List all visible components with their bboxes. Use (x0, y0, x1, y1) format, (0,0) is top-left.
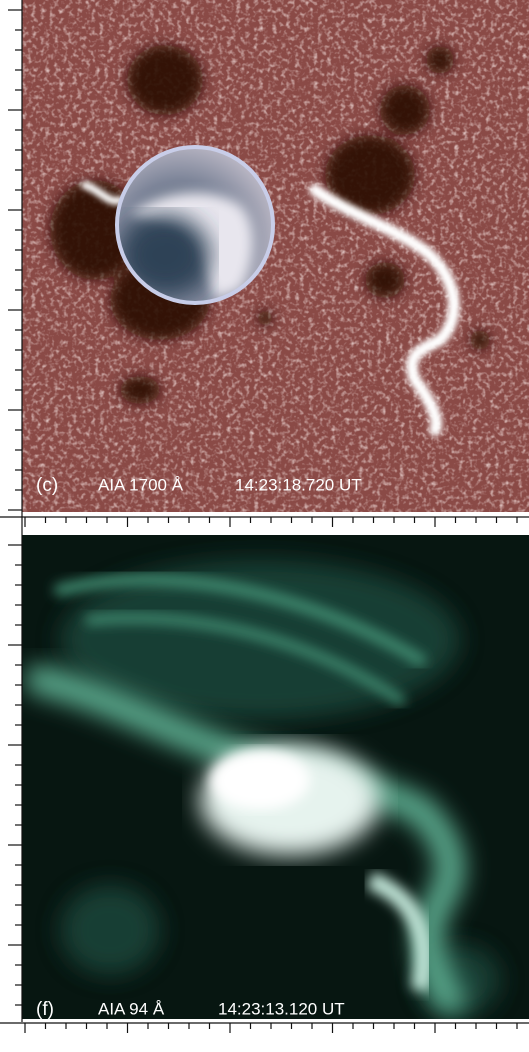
instrument-label: AIA 94 Å (98, 999, 165, 1018)
magnifier (117, 147, 273, 303)
panel-letter: (f) (36, 999, 54, 1020)
figure: (c) AIA 1700 Å 14:23:18.720 UT (f) AIA 9… (0, 0, 529, 1052)
panel-c-image (22, 0, 529, 512)
time-label: 14:23:13.120 UT (218, 999, 345, 1018)
instrument-label: AIA 1700 Å (98, 475, 184, 494)
panel-letter: (c) (36, 475, 58, 496)
panel-f-image (22, 535, 529, 1019)
time-label: 14:23:18.720 UT (235, 475, 362, 494)
page: (c) AIA 1700 Å 14:23:18.720 UT (f) AIA 9… (0, 0, 529, 1052)
